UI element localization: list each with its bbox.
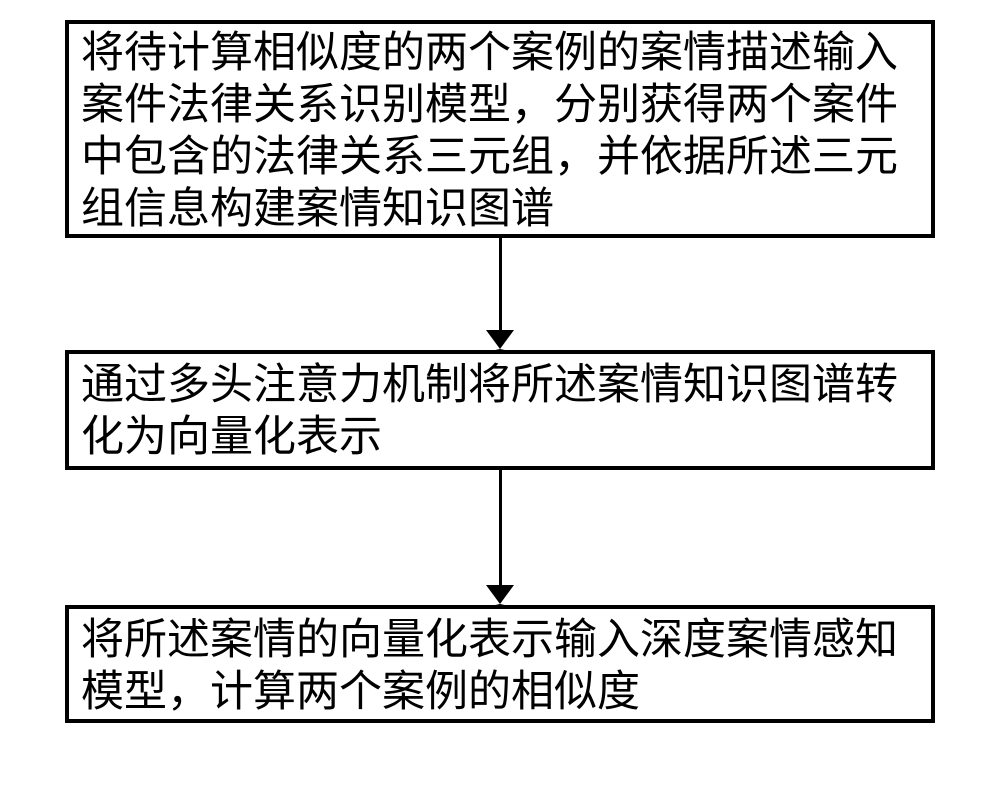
flowchart-step: 通过多头注意力机制将所述案情知识图谱转化为向量化表示: [65, 350, 935, 470]
flowchart-canvas: 将待计算相似度的两个案例的案情描述输入案件法律关系识别模型，分别获得两个案件中包…: [0, 0, 1000, 790]
arrow-head-icon: [486, 330, 514, 352]
step-text: 将所述案情的向量化表示输入深度案情感知模型，计算两个案例的相似度: [81, 615, 919, 719]
flowchart-step: 将待计算相似度的两个案例的案情描述输入案件法律关系识别模型，分别获得两个案件中包…: [65, 20, 935, 238]
arrow-head-icon: [486, 585, 514, 607]
step-text: 通过多头注意力机制将所述案情知识图谱转化为向量化表示: [81, 360, 919, 464]
arrow-line: [499, 238, 502, 330]
arrow-line: [499, 470, 502, 585]
flowchart-step: 将所述案情的向量化表示输入深度案情感知模型，计算两个案例的相似度: [65, 605, 935, 723]
step-text: 将待计算相似度的两个案例的案情描述输入案件法律关系识别模型，分别获得两个案件中包…: [81, 28, 919, 236]
